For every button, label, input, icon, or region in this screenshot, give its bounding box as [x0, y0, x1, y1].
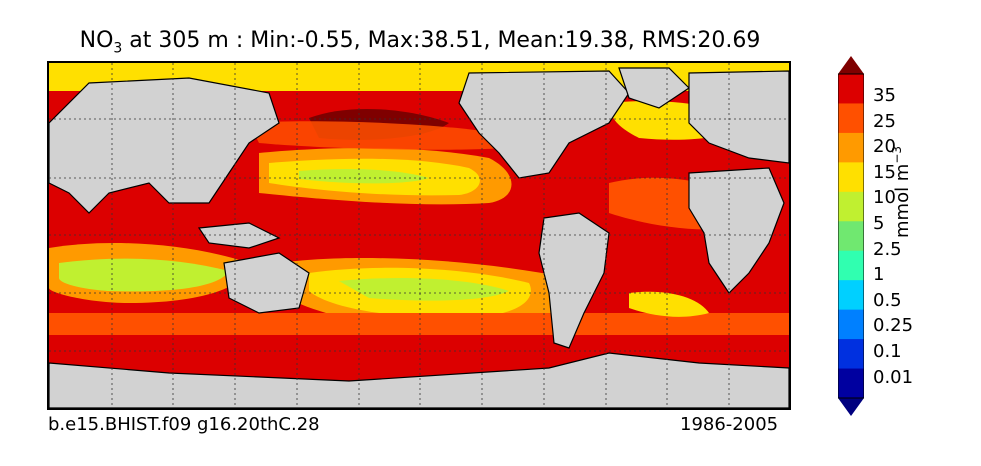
colorbar-band	[838, 221, 864, 252]
colorbar-band	[838, 132, 864, 163]
map-field	[49, 63, 789, 408]
colorbar-tick-label: 5	[873, 213, 885, 234]
case-name: b.e15.BHIST.f09 g16.20thC.28	[48, 414, 320, 435]
colorbar-tick-label: 20	[873, 136, 896, 158]
colorbar-band	[838, 280, 864, 311]
colorbar-band	[838, 368, 864, 399]
colorbar-tick-label: 15	[873, 161, 896, 183]
colorbar-tick-label: 0.5	[873, 289, 902, 311]
colorbar	[838, 56, 864, 416]
colorbar-tick-label: 25	[873, 110, 896, 132]
colorbar-tick-label: 2.5	[873, 238, 902, 260]
colorbar-band	[838, 309, 864, 340]
colorbar-tick-label: 0.1	[873, 341, 902, 362]
map-title: NO3 at 305 m : Min:-0.55, Max:38.51, Mea…	[79, 28, 761, 57]
colorbar-max-arrow	[838, 56, 864, 74]
colorbar-band	[838, 103, 864, 134]
colorbar-min-arrow	[838, 398, 864, 416]
time-period: 1986-2005	[680, 414, 779, 435]
colorbar-tick-label: 35	[873, 85, 896, 106]
colorbar-band	[838, 250, 864, 281]
colorbar-band	[838, 339, 864, 370]
colorbar-band	[838, 162, 864, 193]
colorbar-tick-label: 10	[873, 187, 896, 209]
colorbar-tick-label: 0.01	[873, 366, 914, 388]
colorbar-tick-label: 0.25	[873, 315, 914, 337]
colorbar-band	[838, 191, 864, 222]
colorbar-band	[838, 74, 864, 104]
ocean-map	[47, 61, 791, 410]
colorbar-unit-label: mmol m−3	[890, 145, 913, 238]
colorbar-tick-label: 1	[873, 264, 885, 286]
